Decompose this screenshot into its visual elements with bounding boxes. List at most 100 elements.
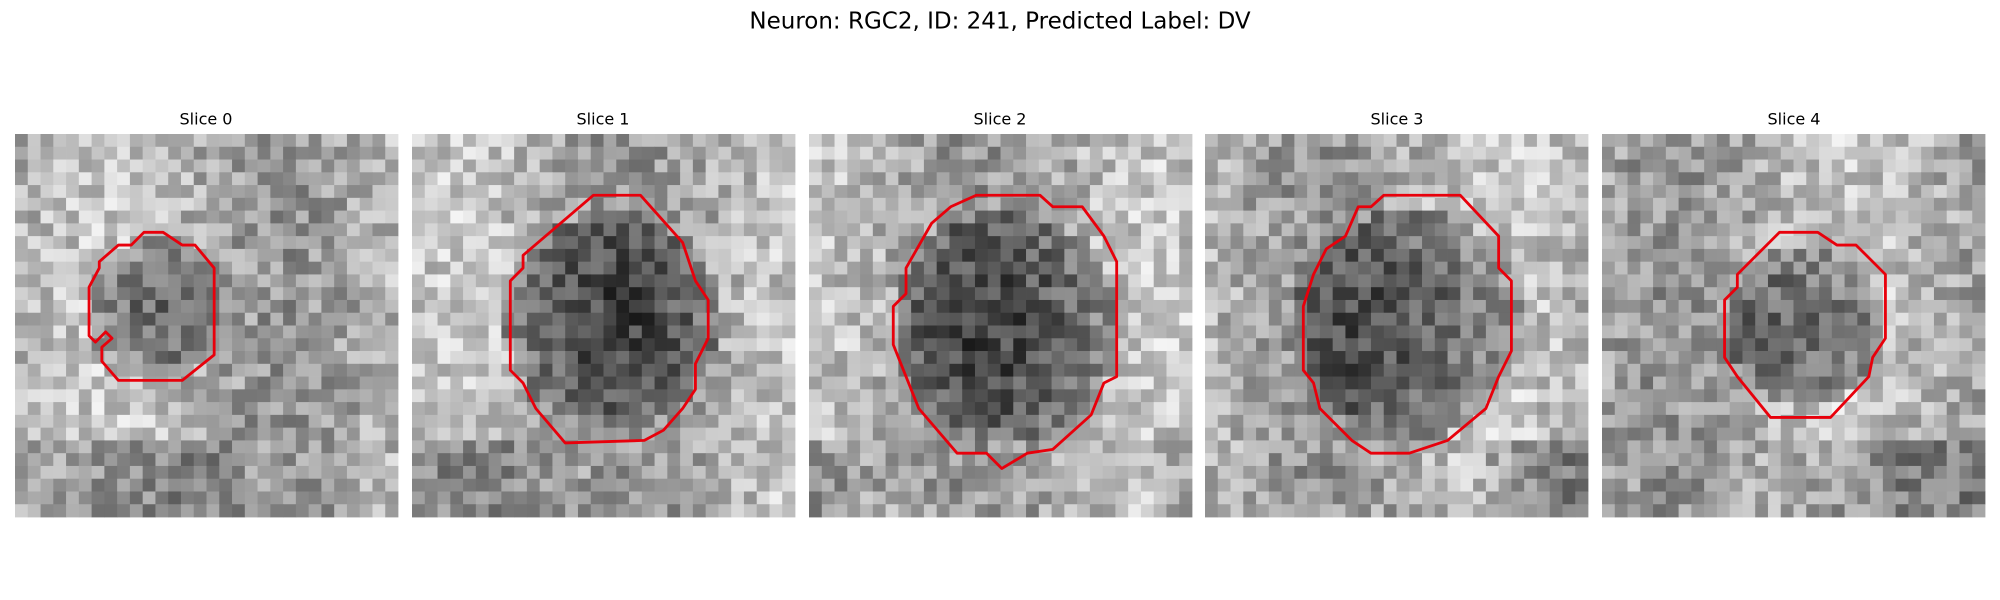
pixel <box>488 491 502 505</box>
pixel <box>834 172 848 186</box>
pixel <box>219 210 233 224</box>
pixel <box>424 427 438 441</box>
pixel <box>526 414 541 429</box>
pixel <box>1166 223 1180 237</box>
pixel <box>782 453 796 467</box>
pixel <box>769 389 783 403</box>
pixel <box>1549 389 1563 403</box>
pixel <box>40 210 54 224</box>
pixel <box>1230 478 1244 492</box>
pixel <box>1140 465 1155 480</box>
pixel <box>1575 504 1589 518</box>
pixel <box>346 414 361 429</box>
pixel <box>270 351 284 365</box>
pixel <box>1473 504 1487 518</box>
pixel <box>705 185 719 199</box>
pixel <box>1755 478 1769 492</box>
pixel <box>718 478 732 492</box>
pixel <box>680 465 694 480</box>
pixel <box>463 453 477 467</box>
pixel <box>219 261 233 275</box>
pixel <box>1447 159 1461 173</box>
pixel <box>1640 312 1654 326</box>
pixel <box>1230 440 1244 454</box>
pixel <box>346 248 361 263</box>
pixel <box>1281 146 1295 160</box>
pixel <box>1780 197 1794 211</box>
pixel <box>1319 134 1334 148</box>
pixel <box>705 338 719 352</box>
pixel <box>1524 402 1538 416</box>
pixel <box>1780 210 1794 224</box>
pixel <box>923 236 938 250</box>
pixel <box>1895 210 1909 224</box>
pixel <box>1933 491 1948 505</box>
pixel <box>577 134 592 148</box>
pixel <box>911 287 925 301</box>
pixel <box>1602 146 1616 160</box>
pixel <box>424 440 438 454</box>
pixel <box>860 465 874 480</box>
pixel <box>1780 134 1794 148</box>
pixel <box>1870 210 1884 224</box>
pixel <box>1575 325 1589 339</box>
pixel <box>1358 134 1372 148</box>
pixel <box>1102 134 1116 148</box>
pixel <box>219 172 233 186</box>
pixel <box>1767 312 1782 326</box>
pixel <box>1128 414 1142 429</box>
pixel <box>1575 210 1589 224</box>
pixel <box>1485 248 1500 263</box>
pixel <box>372 414 386 429</box>
pixel <box>1844 440 1858 454</box>
pixel <box>860 351 874 365</box>
pixel <box>860 389 874 403</box>
pixel <box>53 376 67 390</box>
pixel <box>1281 287 1295 301</box>
pixel <box>1882 376 1897 390</box>
pixel <box>1959 491 1973 505</box>
pixel <box>1575 146 1589 160</box>
pixel <box>168 363 182 377</box>
pixel <box>1026 389 1040 403</box>
pixel <box>1153 427 1167 441</box>
pixel <box>731 351 745 365</box>
pixel <box>1268 389 1282 403</box>
pixel <box>334 491 348 505</box>
pixel <box>424 325 438 339</box>
pixel <box>1205 465 1219 480</box>
pixel <box>1972 185 1986 199</box>
pixel <box>1704 351 1718 365</box>
pixel <box>1370 274 1385 288</box>
pixel <box>1780 351 1794 365</box>
pixel <box>1089 478 1104 492</box>
pixel <box>206 491 220 505</box>
pixel <box>821 185 835 199</box>
pixel <box>936 414 950 429</box>
pixel <box>1473 453 1487 467</box>
pixel <box>552 389 566 403</box>
pixel <box>359 402 373 416</box>
pixel <box>1524 134 1538 148</box>
pixel <box>1831 146 1845 160</box>
pixel <box>1319 338 1334 352</box>
pixel <box>1524 376 1538 390</box>
pixel <box>911 312 925 326</box>
pixel <box>1767 363 1782 377</box>
pixel <box>270 440 284 454</box>
pixel <box>1895 402 1909 416</box>
pixel <box>1358 351 1372 365</box>
pixel <box>1767 210 1782 224</box>
pixel <box>1959 159 1973 173</box>
pixel <box>1831 312 1845 326</box>
pixel <box>475 363 489 377</box>
pixel <box>1933 363 1948 377</box>
pixel <box>1627 172 1641 186</box>
pixel <box>1640 172 1654 186</box>
pixel <box>1000 248 1014 263</box>
pixel <box>27 376 41 390</box>
pixel <box>244 440 258 454</box>
pixel <box>206 504 220 518</box>
pixel <box>860 159 874 173</box>
pixel <box>1460 453 1474 467</box>
